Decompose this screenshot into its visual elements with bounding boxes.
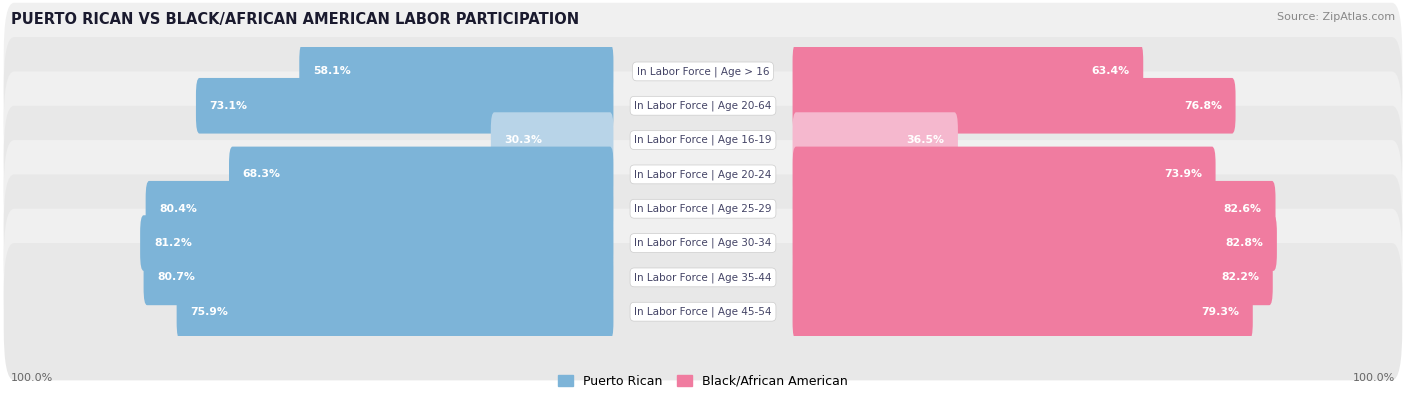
Text: 73.9%: 73.9% <box>1164 169 1202 179</box>
Text: 82.8%: 82.8% <box>1225 238 1263 248</box>
FancyBboxPatch shape <box>4 175 1402 312</box>
Text: 36.5%: 36.5% <box>905 135 945 145</box>
Text: Source: ZipAtlas.com: Source: ZipAtlas.com <box>1277 12 1395 22</box>
FancyBboxPatch shape <box>146 181 613 237</box>
Legend: Puerto Rican, Black/African American: Puerto Rican, Black/African American <box>553 370 853 393</box>
Text: 68.3%: 68.3% <box>243 169 281 179</box>
Text: In Labor Force | Age 20-64: In Labor Force | Age 20-64 <box>634 100 772 111</box>
FancyBboxPatch shape <box>177 284 613 340</box>
FancyBboxPatch shape <box>793 250 1272 305</box>
FancyBboxPatch shape <box>491 112 613 168</box>
Text: 82.6%: 82.6% <box>1223 204 1261 214</box>
FancyBboxPatch shape <box>195 78 613 134</box>
Text: In Labor Force | Age 30-34: In Labor Force | Age 30-34 <box>634 238 772 248</box>
Text: 76.8%: 76.8% <box>1184 101 1222 111</box>
FancyBboxPatch shape <box>793 284 1253 340</box>
FancyBboxPatch shape <box>793 215 1277 271</box>
FancyBboxPatch shape <box>141 215 613 271</box>
FancyBboxPatch shape <box>793 78 1236 134</box>
FancyBboxPatch shape <box>4 106 1402 243</box>
FancyBboxPatch shape <box>793 43 1143 99</box>
FancyBboxPatch shape <box>4 209 1402 346</box>
Text: 80.4%: 80.4% <box>159 204 197 214</box>
Text: PUERTO RICAN VS BLACK/AFRICAN AMERICAN LABOR PARTICIPATION: PUERTO RICAN VS BLACK/AFRICAN AMERICAN L… <box>11 12 579 27</box>
FancyBboxPatch shape <box>4 37 1402 175</box>
Text: 73.1%: 73.1% <box>209 101 247 111</box>
FancyBboxPatch shape <box>4 243 1402 380</box>
FancyBboxPatch shape <box>793 181 1275 237</box>
FancyBboxPatch shape <box>4 71 1402 209</box>
FancyBboxPatch shape <box>4 3 1402 140</box>
Text: In Labor Force | Age 16-19: In Labor Force | Age 16-19 <box>634 135 772 145</box>
Text: 63.4%: 63.4% <box>1091 66 1129 76</box>
FancyBboxPatch shape <box>793 147 1216 202</box>
Text: In Labor Force | Age > 16: In Labor Force | Age > 16 <box>637 66 769 77</box>
Text: In Labor Force | Age 25-29: In Labor Force | Age 25-29 <box>634 203 772 214</box>
FancyBboxPatch shape <box>299 43 613 99</box>
Text: 58.1%: 58.1% <box>314 66 352 76</box>
Text: 100.0%: 100.0% <box>11 373 53 383</box>
Text: 79.3%: 79.3% <box>1201 307 1239 317</box>
Text: 100.0%: 100.0% <box>1353 373 1395 383</box>
Text: 81.2%: 81.2% <box>153 238 191 248</box>
FancyBboxPatch shape <box>793 112 957 168</box>
FancyBboxPatch shape <box>229 147 613 202</box>
Text: 82.2%: 82.2% <box>1220 273 1258 282</box>
FancyBboxPatch shape <box>143 250 613 305</box>
Text: 30.3%: 30.3% <box>505 135 543 145</box>
Text: In Labor Force | Age 35-44: In Labor Force | Age 35-44 <box>634 272 772 283</box>
Text: In Labor Force | Age 20-24: In Labor Force | Age 20-24 <box>634 169 772 180</box>
Text: In Labor Force | Age 45-54: In Labor Force | Age 45-54 <box>634 307 772 317</box>
Text: 80.7%: 80.7% <box>157 273 195 282</box>
FancyBboxPatch shape <box>4 140 1402 277</box>
Text: 75.9%: 75.9% <box>190 307 228 317</box>
